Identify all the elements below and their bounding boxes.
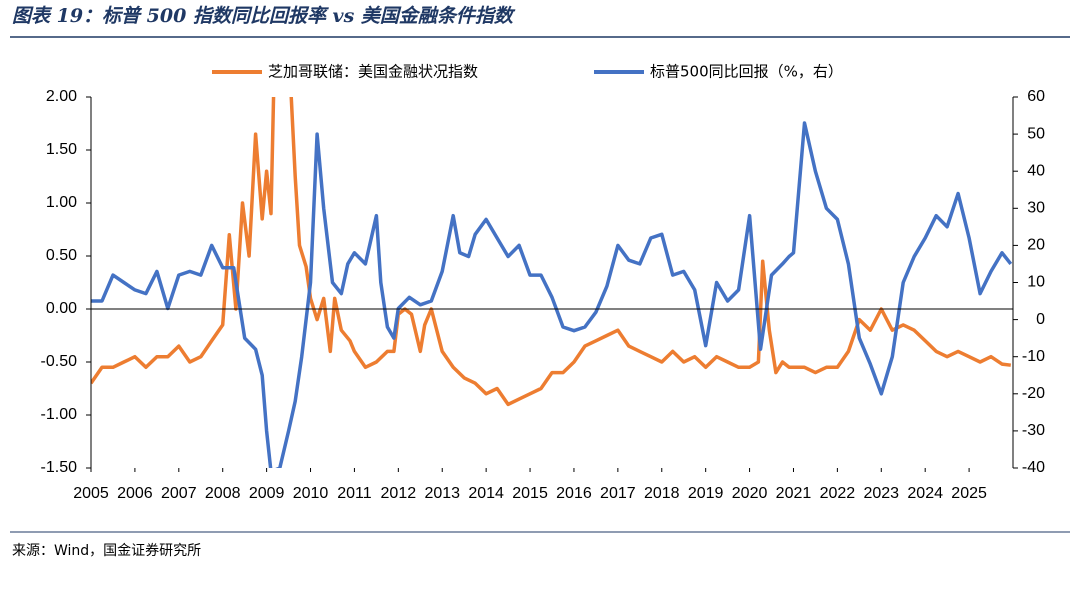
x-tick-label: 2005 [73,485,109,502]
y2-tick-label: -40 [1022,459,1045,476]
y-tick-label: -0.50 [41,353,78,370]
y-tick-label: 2.00 [46,88,77,105]
x-tick-label: 2023 [863,485,899,502]
y2-tick-label: 50 [1027,125,1045,142]
x-tick-label: 2021 [776,485,812,502]
x-tick-label: 2013 [424,485,460,502]
x-tick-label: 2024 [907,485,943,502]
legend-label: 芝加哥联储：美国金融状况指数 [268,63,478,81]
y2-tick-label: 40 [1027,162,1045,179]
y2-tick-label: 60 [1027,88,1045,105]
x-tick-label: 2010 [293,485,329,502]
x-tick-label: 2020 [732,485,768,502]
x-tick-label: 2019 [688,485,724,502]
x-tick-label: 2012 [381,485,417,502]
y-tick-label: -1.50 [41,459,78,476]
x-tick-label: 2007 [161,485,197,502]
y-tick-label: 0.50 [46,247,77,264]
series-line [91,121,1013,468]
y-tick-label: 0.00 [46,300,77,317]
x-tick-label: 2011 [337,485,372,502]
x-tick-label: 2015 [512,485,548,502]
y2-tick-label: -10 [1022,348,1045,365]
x-tick-label: 2008 [205,485,241,502]
legend-label: 标普500同比回报（%，右） [650,63,843,81]
y2-tick-label: 20 [1027,237,1045,254]
chart-title: 图表 19：标普 500 指数同比回报率 vs 美国金融条件指数 [12,5,516,27]
x-tick-label: 2009 [249,485,285,502]
x-tick-label: 2018 [644,485,680,502]
y2-tick-label: 10 [1027,274,1045,291]
x-tick-label: 2016 [556,485,592,502]
plot-area [91,97,1013,468]
y2-tick-label: -30 [1022,422,1045,439]
y-tick-label: 1.00 [46,194,77,211]
x-tick-label: 2025 [951,485,987,502]
x-tick-label: 2017 [600,485,636,502]
y-tick-label: 1.50 [46,141,77,158]
source: 来源：Wind，国金证券研究所 [12,543,201,559]
y2-tick-label: 0 [1036,311,1045,328]
x-tick-label: 2022 [820,485,856,502]
y2-tick-label: -20 [1022,385,1045,402]
y-tick-label: -1.00 [41,406,78,423]
y2-tick-label: 30 [1027,200,1045,217]
x-tick-label: 2014 [468,485,504,502]
x-tick-label: 2006 [117,485,153,502]
series-line [91,97,1012,407]
